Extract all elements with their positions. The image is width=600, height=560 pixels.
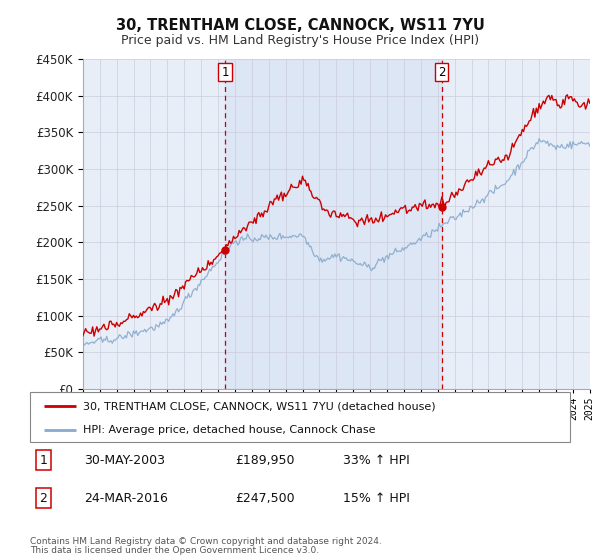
Text: £247,500: £247,500: [235, 492, 295, 505]
Text: £189,950: £189,950: [235, 454, 295, 467]
Text: 2: 2: [40, 492, 47, 505]
Bar: [225, 59, 442, 389]
Text: 30, TRENTHAM CLOSE, CANNOCK, WS11 7YU (detached house): 30, TRENTHAM CLOSE, CANNOCK, WS11 7YU (d…: [83, 401, 436, 411]
Text: 2: 2: [438, 66, 445, 78]
Text: 1: 1: [40, 454, 47, 467]
Text: 1: 1: [221, 66, 229, 78]
Text: 24-MAR-2016: 24-MAR-2016: [84, 492, 168, 505]
Text: This data is licensed under the Open Government Licence v3.0.: This data is licensed under the Open Gov…: [30, 547, 319, 556]
Text: 30, TRENTHAM CLOSE, CANNOCK, WS11 7YU: 30, TRENTHAM CLOSE, CANNOCK, WS11 7YU: [116, 18, 484, 32]
Text: Price paid vs. HM Land Registry's House Price Index (HPI): Price paid vs. HM Land Registry's House …: [121, 34, 479, 47]
Text: HPI: Average price, detached house, Cannock Chase: HPI: Average price, detached house, Cann…: [83, 425, 376, 435]
Text: 15% ↑ HPI: 15% ↑ HPI: [343, 492, 410, 505]
Text: 30-MAY-2003: 30-MAY-2003: [84, 454, 165, 467]
FancyBboxPatch shape: [30, 392, 570, 442]
Text: Contains HM Land Registry data © Crown copyright and database right 2024.: Contains HM Land Registry data © Crown c…: [30, 538, 382, 547]
Text: 33% ↑ HPI: 33% ↑ HPI: [343, 454, 410, 467]
